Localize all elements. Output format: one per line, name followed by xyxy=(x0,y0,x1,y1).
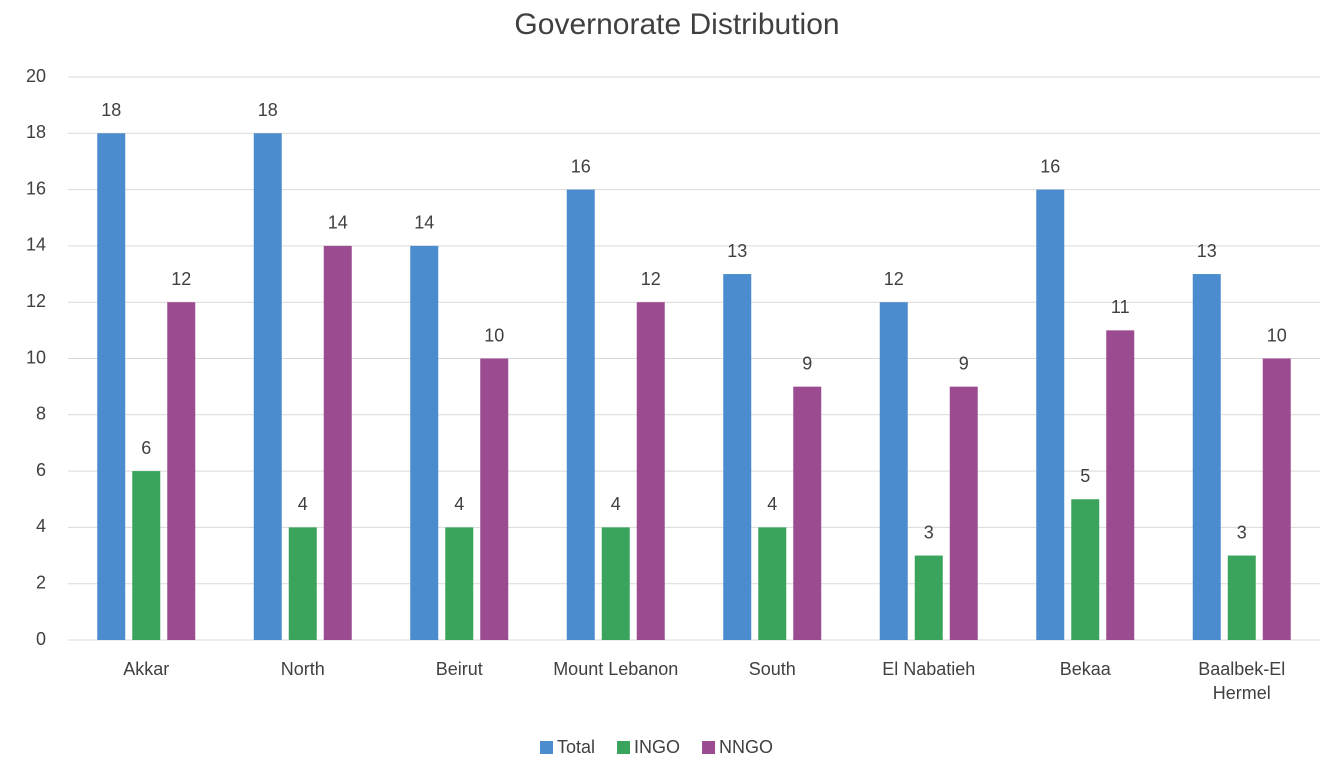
legend-label: Total xyxy=(557,737,595,757)
data-label: 10 xyxy=(484,325,504,345)
bar xyxy=(1227,555,1256,640)
data-label: 13 xyxy=(727,241,747,261)
x-tick-label: North xyxy=(280,659,325,679)
bar xyxy=(758,527,787,640)
data-label: 6 xyxy=(141,438,151,458)
bar xyxy=(323,245,352,640)
bar xyxy=(253,133,282,641)
bar xyxy=(410,245,439,640)
legend-swatch xyxy=(540,741,553,754)
y-tick-label: 20 xyxy=(26,66,46,86)
bar xyxy=(949,386,978,640)
data-label: 18 xyxy=(101,100,121,120)
bar xyxy=(723,274,752,640)
bar xyxy=(601,527,630,640)
x-tick-label: Akkar xyxy=(123,659,170,679)
y-tick-label: 0 xyxy=(36,629,46,649)
data-label: 5 xyxy=(1080,466,1090,486)
data-label: 3 xyxy=(924,522,934,542)
x-tick-label: Mount Lebanon xyxy=(553,659,679,679)
data-label: 16 xyxy=(1040,156,1060,176)
x-tick-label: El Nabatieh xyxy=(882,659,976,679)
data-label: 4 xyxy=(611,494,621,514)
bar xyxy=(480,358,509,640)
bar xyxy=(167,302,196,640)
bar xyxy=(566,189,595,640)
data-label: 12 xyxy=(171,269,191,289)
y-tick-label: 6 xyxy=(36,460,46,480)
y-tick-label: 18 xyxy=(26,122,46,142)
bar xyxy=(1262,358,1291,640)
x-tick-label: Bekaa xyxy=(1059,659,1111,679)
chart-title: Governorate Distribution xyxy=(514,8,839,41)
data-label: 14 xyxy=(414,213,434,233)
y-tick-label: 12 xyxy=(26,291,46,311)
data-label: 3 xyxy=(1237,522,1247,542)
bar xyxy=(1071,499,1100,640)
data-label: 10 xyxy=(1267,325,1287,345)
bar xyxy=(879,302,908,640)
data-label: 9 xyxy=(802,353,812,373)
data-label: 18 xyxy=(258,100,278,120)
x-tick-label: Beirut xyxy=(435,659,483,679)
x-tick-label: Baalbek-El Hermel xyxy=(1198,659,1286,703)
x-tick-label: South xyxy=(748,659,796,679)
data-label: 9 xyxy=(959,353,969,373)
data-label: 12 xyxy=(641,269,661,289)
y-tick-label: 4 xyxy=(36,516,46,536)
y-tick-label: 10 xyxy=(26,347,46,367)
data-label: 12 xyxy=(884,269,904,289)
bar xyxy=(97,133,126,641)
bar xyxy=(445,527,474,640)
legend-label: NNGO xyxy=(719,737,773,757)
data-label: 4 xyxy=(454,494,464,514)
bar xyxy=(1036,189,1065,640)
bar xyxy=(288,527,317,640)
bar xyxy=(914,555,943,640)
y-tick-label: 8 xyxy=(36,404,46,424)
bar xyxy=(132,471,161,640)
bar xyxy=(1106,330,1135,640)
data-label: 16 xyxy=(571,156,591,176)
y-tick-label: 2 xyxy=(36,572,46,592)
data-label: 14 xyxy=(328,213,348,233)
data-label: 4 xyxy=(767,494,777,514)
y-tick-label: 14 xyxy=(26,235,46,255)
legend-swatch xyxy=(617,741,631,754)
data-label: 13 xyxy=(1197,241,1217,261)
legend-swatch xyxy=(702,741,716,754)
bar xyxy=(1192,274,1221,640)
data-label: 4 xyxy=(298,494,308,514)
bar xyxy=(636,302,665,640)
data-label: 11 xyxy=(1111,297,1130,317)
legend-label: INGO xyxy=(634,737,680,757)
bar xyxy=(793,386,822,640)
y-tick-label: 16 xyxy=(26,178,46,198)
